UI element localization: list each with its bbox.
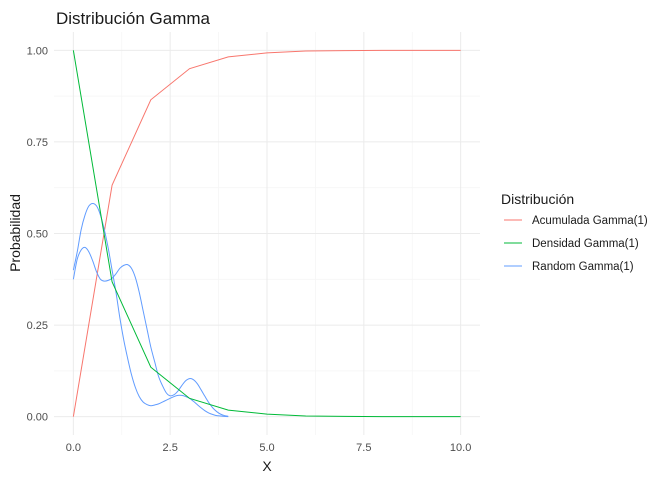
x-tick-label: 2.5 [163,442,178,454]
x-axis-title: X [262,458,272,474]
legend-title: Distribución [501,191,574,207]
x-tick-label: 7.5 [356,442,371,454]
legend-label-random-gamma-1: Random Gamma(1) [532,261,634,273]
x-tick-label: 5.0 [259,442,274,454]
y-axis-title: Probabilidad [7,194,23,272]
series-line-random-gamma-1-2 [72,246,229,417]
y-tick-label: 1.00 [27,45,48,57]
y-tick-label: 0.25 [27,320,48,332]
x-tick-label: 0.0 [66,442,81,454]
legend-items: Acumulada Gamma(1) Densidad Gamma(1) Rando… [502,209,648,277]
grid [54,32,480,435]
series-layer [72,49,461,418]
legend-label-densidad-gamma-1: Densidad Gamma(1) [532,238,639,250]
legend-label-acumulada-gamma-1: Acumulada Gamma(1) [532,215,648,227]
y-tick-label: 0.00 [27,412,48,424]
series-line-densidad-gamma-1 [72,50,461,418]
x-axis-ticks: 0.0 2.5 5.0 7.5 10.0 [66,442,472,454]
series-line-acumulada-gamma-1 [72,49,461,417]
y-axis-ticks: 0.00 0.25 0.50 0.75 1.00 [27,45,48,423]
y-tick-label: 0.75 [27,137,48,149]
series-line-random-gamma-1-1 [72,202,229,418]
x-tick-label: 10.0 [450,442,471,454]
legend: Distribución Acumulada Gamma(1) Densidad … [501,191,648,277]
y-tick-label: 0.50 [27,229,48,241]
chart-title: Distribución Gamma [56,9,211,28]
